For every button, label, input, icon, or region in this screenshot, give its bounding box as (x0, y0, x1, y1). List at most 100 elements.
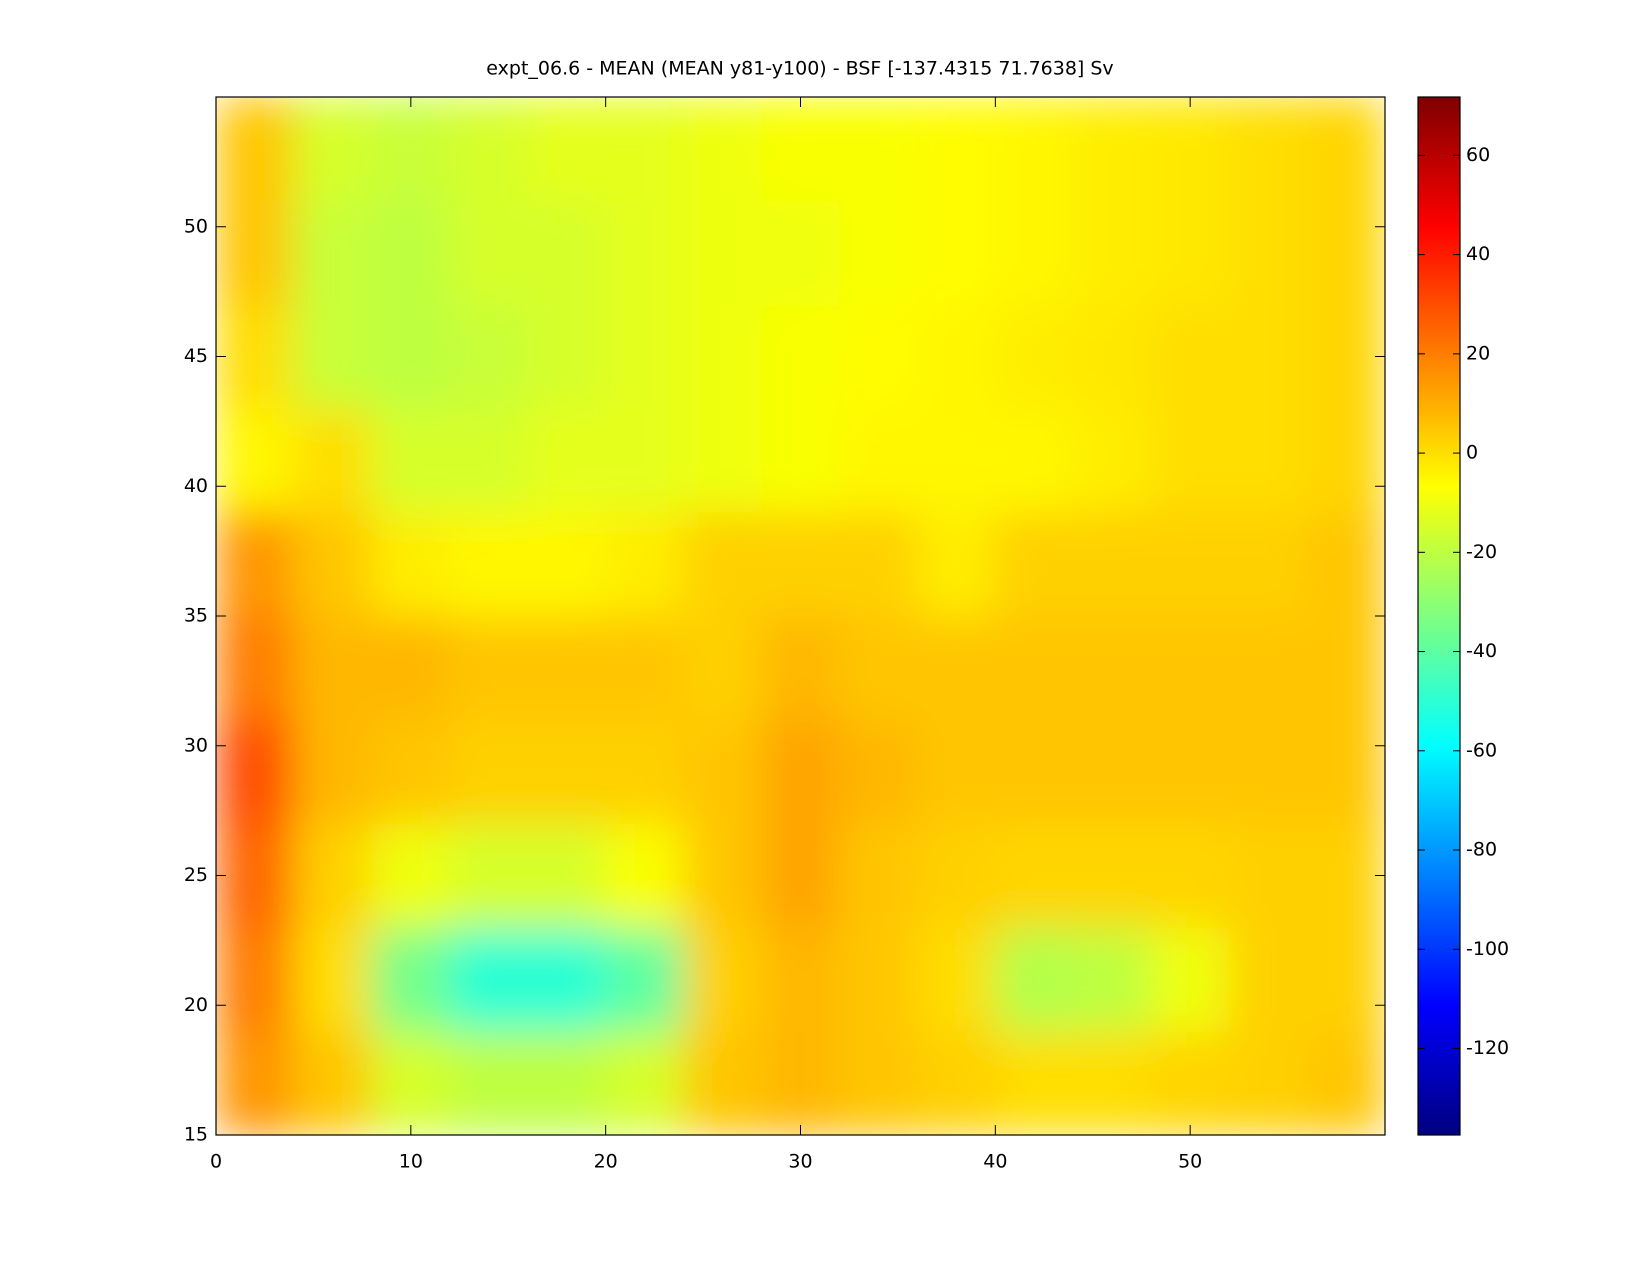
heat-cell (1306, 615, 1385, 721)
colorbar-tick-label: -120 (1466, 1037, 1509, 1059)
heat-cell (449, 407, 529, 513)
heat-cell (761, 200, 840, 306)
y-tick-label: 35 (184, 605, 208, 627)
colorbar-tick-label: -80 (1466, 839, 1497, 861)
heat-cell (293, 407, 373, 513)
heat-cell (449, 200, 529, 306)
heat-cell (683, 200, 763, 306)
heat-cell (1150, 926, 1230, 1032)
heat-cell (761, 511, 840, 617)
heat-cell (838, 511, 918, 617)
heat-cell (1228, 304, 1308, 409)
heat-cell (527, 511, 607, 617)
heat-cell (1306, 407, 1385, 513)
heat-cell (527, 304, 607, 409)
heat-cell (216, 407, 295, 513)
heat-cell (761, 926, 840, 1032)
heat-cell (216, 1030, 295, 1135)
heat-cell (1306, 511, 1385, 617)
heat-cell (1150, 719, 1230, 825)
heat-cell (1228, 200, 1308, 306)
colorbar-tick-label: 60 (1466, 144, 1490, 166)
heat-cell (1228, 407, 1308, 513)
heat-cell (994, 97, 1074, 202)
heat-cell (1150, 1030, 1230, 1135)
heat-cell (1228, 719, 1308, 825)
heat-cell (293, 719, 373, 825)
heat-cell (1072, 97, 1152, 202)
heat-cell (605, 511, 685, 617)
heat-cell (1228, 823, 1308, 928)
heat-cell (916, 407, 996, 513)
heat-cell (216, 615, 295, 721)
heat-cell (994, 615, 1074, 721)
heat-cell (1150, 97, 1230, 202)
heat-cell (683, 407, 763, 513)
heat-cell (293, 97, 373, 202)
heat-cell (1072, 926, 1152, 1032)
heat-cell (293, 304, 373, 409)
heat-cell (916, 304, 996, 409)
heat-cell (1228, 511, 1308, 617)
heat-cell (683, 511, 763, 617)
heat-cell (838, 304, 918, 409)
heat-cell (216, 823, 295, 928)
heat-cell (1306, 97, 1385, 202)
heat-cell (994, 719, 1074, 825)
heat-cell (449, 97, 529, 202)
heat-cell (527, 1030, 607, 1135)
heat-cell (293, 926, 373, 1032)
colorbar-tick-label: -20 (1466, 541, 1497, 563)
x-tick-label: 30 (788, 1151, 812, 1173)
heat-cell (605, 719, 685, 825)
heat-cell (1072, 615, 1152, 721)
heat-cell (1306, 1030, 1385, 1135)
heat-cell (761, 823, 840, 928)
heat-cell (293, 823, 373, 928)
heat-cell (605, 200, 685, 306)
heat-cell (371, 511, 451, 617)
heat-cell (1150, 511, 1230, 617)
heat-cell (683, 719, 763, 825)
heat-cell (449, 719, 529, 825)
heat-cell (1072, 511, 1152, 617)
colorbar-tick-label: -100 (1466, 938, 1509, 960)
heat-cell (683, 97, 763, 202)
y-tick-label: 50 (184, 215, 208, 237)
heat-cell (1228, 1030, 1308, 1135)
heat-cell (527, 615, 607, 721)
heat-cell (216, 97, 295, 202)
heat-cell (371, 719, 451, 825)
heat-cell (527, 200, 607, 306)
colorbar-tick-label: 0 (1466, 442, 1478, 464)
heat-cell (293, 200, 373, 306)
colorbar-tick-label: -60 (1466, 739, 1497, 761)
heat-cell (371, 615, 451, 721)
heat-cell (916, 200, 996, 306)
chart-title: expt_06.6 - MEAN (MEAN y81-y100) - BSF [… (486, 58, 1113, 80)
heat-cell (1306, 304, 1385, 409)
heat-cell (916, 1030, 996, 1135)
heat-cell (605, 823, 685, 928)
heat-cell (449, 1030, 529, 1135)
heat-cell (838, 200, 918, 306)
heat-cell (605, 304, 685, 409)
heat-cell (994, 926, 1074, 1032)
heat-cell (916, 97, 996, 202)
heat-cell (838, 615, 918, 721)
colorbar-tick-label: 40 (1466, 243, 1490, 265)
heat-cell (916, 823, 996, 928)
heat-cell (605, 407, 685, 513)
heat-cell (1150, 304, 1230, 409)
heat-cell (1072, 200, 1152, 306)
heat-cell (1072, 407, 1152, 513)
heat-cell (449, 926, 529, 1032)
heat-cell (1306, 823, 1385, 928)
heat-cell (293, 511, 373, 617)
heat-cell (838, 926, 918, 1032)
heat-cell (216, 304, 295, 409)
colorbar-tick-label: 20 (1466, 342, 1490, 364)
heat-cell (1150, 615, 1230, 721)
heat-cell (1150, 823, 1230, 928)
